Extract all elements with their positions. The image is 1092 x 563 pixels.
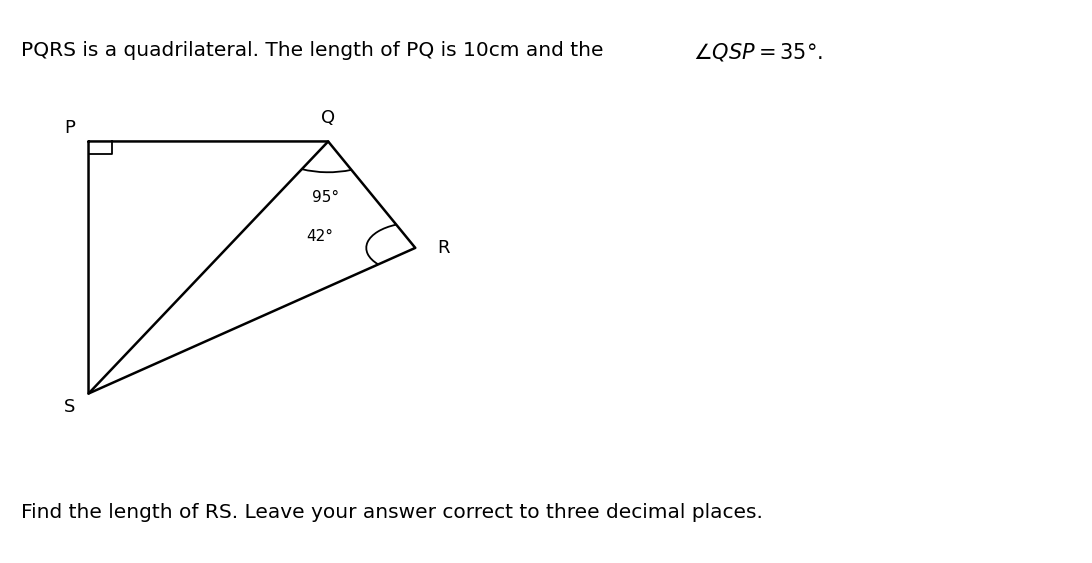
Text: PQRS is a quadrilateral. The length of PQ is 10cm and the: PQRS is a quadrilateral. The length of P…	[21, 41, 609, 60]
Text: 95°: 95°	[311, 190, 339, 205]
Text: $\angle\mathit{QSP}=35°.$: $\angle\mathit{QSP}=35°.$	[693, 41, 823, 62]
Text: R: R	[437, 239, 450, 257]
Text: Q: Q	[321, 109, 335, 127]
Text: Find the length of RS. Leave your answer correct to three decimal places.: Find the length of RS. Leave your answer…	[21, 503, 763, 522]
Text: S: S	[63, 397, 75, 415]
Text: 42°: 42°	[307, 229, 333, 244]
Text: P: P	[64, 119, 75, 137]
